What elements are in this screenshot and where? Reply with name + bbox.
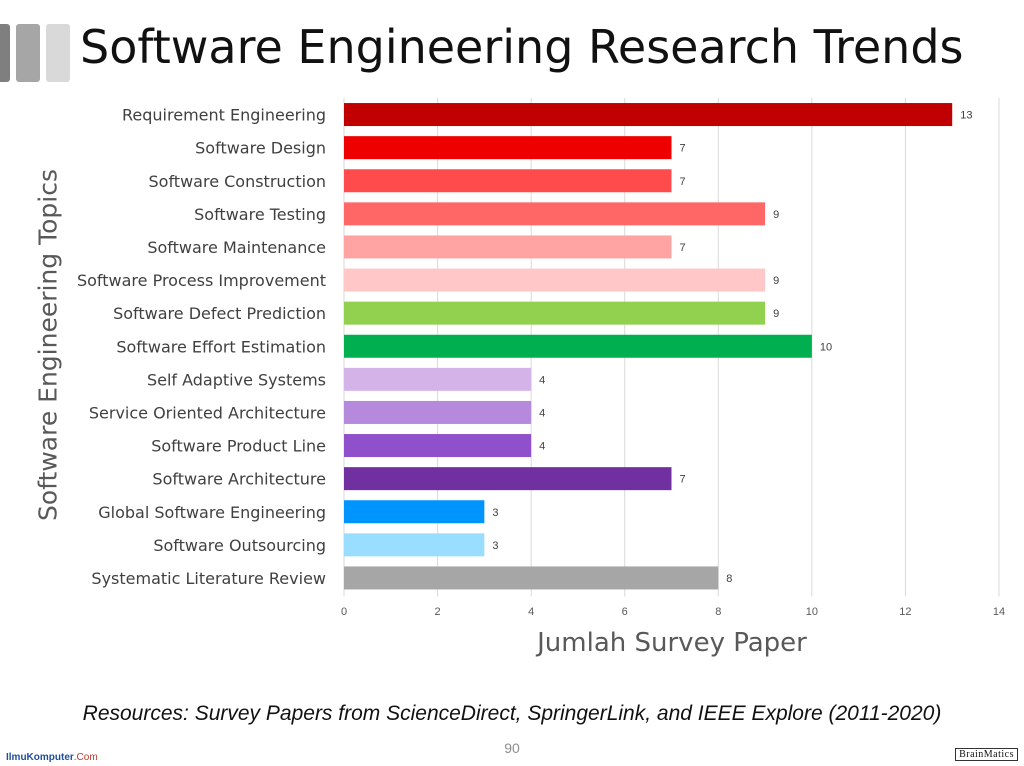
x-tick-label: 6 — [622, 606, 628, 618]
category-label: Software Maintenance — [147, 238, 326, 257]
x-tick-label: 8 — [715, 606, 721, 618]
data-label: 7 — [680, 176, 686, 188]
page-number: 90 — [504, 740, 520, 756]
bar — [344, 268, 766, 292]
x-tick-label: 14 — [993, 606, 1005, 618]
data-label: 8 — [726, 573, 732, 585]
category-label: Software Design — [195, 139, 326, 158]
x-axis-label: Jumlah Survey Paper — [537, 628, 807, 658]
x-tick-label: 0 — [341, 606, 347, 618]
category-label: Software Process Improvement — [77, 271, 326, 290]
data-label: 7 — [680, 242, 686, 254]
bar — [344, 202, 766, 226]
data-label: 10 — [820, 341, 832, 353]
category-label: Software Product Line — [151, 437, 326, 456]
source-note: Resources: Survey Papers from ScienceDir… — [82, 702, 942, 725]
bar — [344, 169, 672, 193]
x-tick-label: 4 — [528, 606, 534, 618]
data-label: 4 — [539, 441, 545, 453]
data-label: 9 — [773, 275, 779, 287]
y-axis-label: Software Engineering Topics — [33, 168, 63, 522]
logo-left-text: IlmuKomputer — [6, 752, 74, 763]
data-label: 7 — [680, 143, 686, 155]
category-label: Software Effort Estimation — [116, 337, 326, 356]
decor-bar-2 — [16, 24, 40, 82]
data-label: 7 — [680, 474, 686, 486]
data-label: 4 — [539, 407, 545, 419]
category-label: Global Software Engineering — [98, 503, 326, 522]
bar — [344, 136, 672, 160]
bar — [344, 500, 485, 524]
logo-left-domain: .Com — [73, 752, 98, 763]
bar — [344, 103, 953, 127]
x-tick-label: 10 — [806, 606, 818, 618]
data-label: 3 — [492, 540, 498, 552]
bar — [344, 400, 532, 424]
brainmatics-logo: BrainMatics — [955, 748, 1018, 761]
category-label: Service Oriented Architecture — [89, 403, 326, 422]
data-label: 3 — [492, 507, 498, 519]
decor-bar-1 — [0, 24, 10, 82]
data-label: 13 — [960, 110, 972, 122]
category-label: Requirement Engineering — [122, 106, 326, 125]
x-tick-label: 2 — [435, 606, 441, 618]
x-tick-label: 12 — [899, 606, 911, 618]
bar — [344, 301, 766, 325]
data-label: 4 — [539, 374, 545, 386]
category-label: Systematic Literature Review — [91, 569, 326, 588]
category-label: Software Outsourcing — [153, 536, 326, 555]
category-label: Software Defect Prediction — [113, 304, 326, 323]
bar — [344, 235, 672, 259]
slide-title: Software Engineering Research Trends — [80, 20, 964, 74]
decor-bar-3 — [46, 24, 70, 82]
bar — [344, 434, 532, 458]
bar — [344, 533, 485, 557]
ilmukomputer-logo: IlmuKomputer.Com — [6, 752, 98, 763]
bar — [344, 566, 719, 590]
bar — [344, 334, 812, 358]
category-label: Self Adaptive Systems — [147, 370, 326, 389]
bar — [344, 467, 672, 491]
category-label: Software Construction — [149, 172, 327, 191]
data-label: 9 — [773, 308, 779, 320]
category-label: Software Testing — [194, 205, 326, 224]
category-label: Software Architecture — [152, 470, 326, 489]
bar — [344, 367, 532, 391]
data-label: 9 — [773, 209, 779, 221]
